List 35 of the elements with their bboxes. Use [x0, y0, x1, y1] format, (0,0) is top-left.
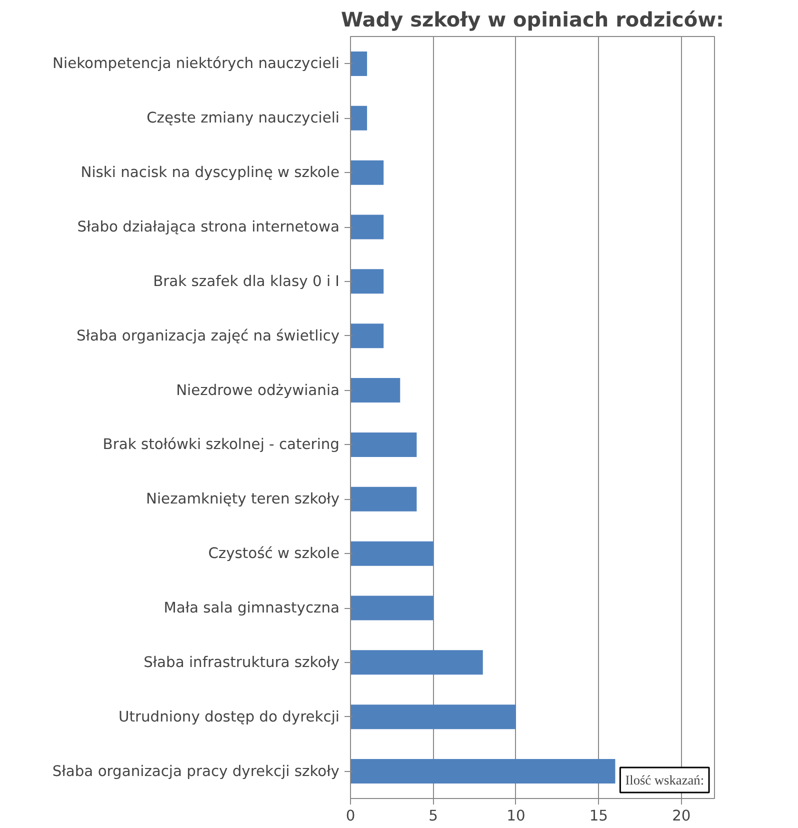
y-tick-label: Brak szafek dla klasy 0 i I — [153, 272, 340, 290]
bar — [350, 269, 384, 294]
bar — [350, 214, 384, 240]
x-tick-label: 15 — [589, 808, 608, 824]
bar — [350, 106, 368, 130]
x-tick-label: 20 — [672, 808, 691, 824]
y-tick-label: Czystość w szkole — [208, 545, 340, 562]
x-tick-label: 0 — [346, 808, 356, 824]
y-tick-label: Niekompetencja niektórych nauczycieli — [52, 55, 340, 72]
x-tick-label: 5 — [428, 808, 438, 824]
bar — [350, 596, 434, 620]
y-tick-label: Słaba organizacja pracy dyrekcji szkoły — [52, 762, 340, 780]
bar — [350, 378, 400, 403]
y-tick-label: Częste zmiany nauczycieli — [146, 110, 340, 127]
x-tick-label: 10 — [506, 808, 526, 824]
bar — [350, 486, 417, 512]
y-tick-label: Niezdrowe odżywiania — [176, 382, 340, 399]
bar — [350, 432, 417, 457]
bar — [350, 324, 384, 348]
y-tick-label: Słaba infrastruktura szkoły — [144, 654, 340, 671]
bar — [350, 160, 384, 185]
annotation: Ilość wskazań: — [625, 772, 704, 788]
chart-title: Wady szkoły w opiniach rodziców: — [340, 8, 724, 32]
y-tick-label: Utrudniony dostęp do dyrekcji — [118, 708, 340, 726]
y-tick-label: Niezamknięty teren szkoły — [146, 490, 340, 508]
y-tick-label: Niski nacisk na dyscyplinę w szkole — [80, 164, 340, 182]
bar — [350, 650, 483, 675]
bar — [350, 541, 434, 566]
bar — [350, 704, 516, 730]
y-tick-label: Brak stołówki szkolnej - catering — [102, 436, 340, 454]
y-tick-label: Słaba organizacja zajęć na świetlicy — [76, 327, 340, 344]
y-tick-label: Mała sala gimnastyczna — [164, 600, 340, 616]
bar — [350, 759, 616, 784]
bar — [350, 51, 368, 76]
y-tick-label: Słabo działająca strona internetowa — [77, 218, 340, 236]
